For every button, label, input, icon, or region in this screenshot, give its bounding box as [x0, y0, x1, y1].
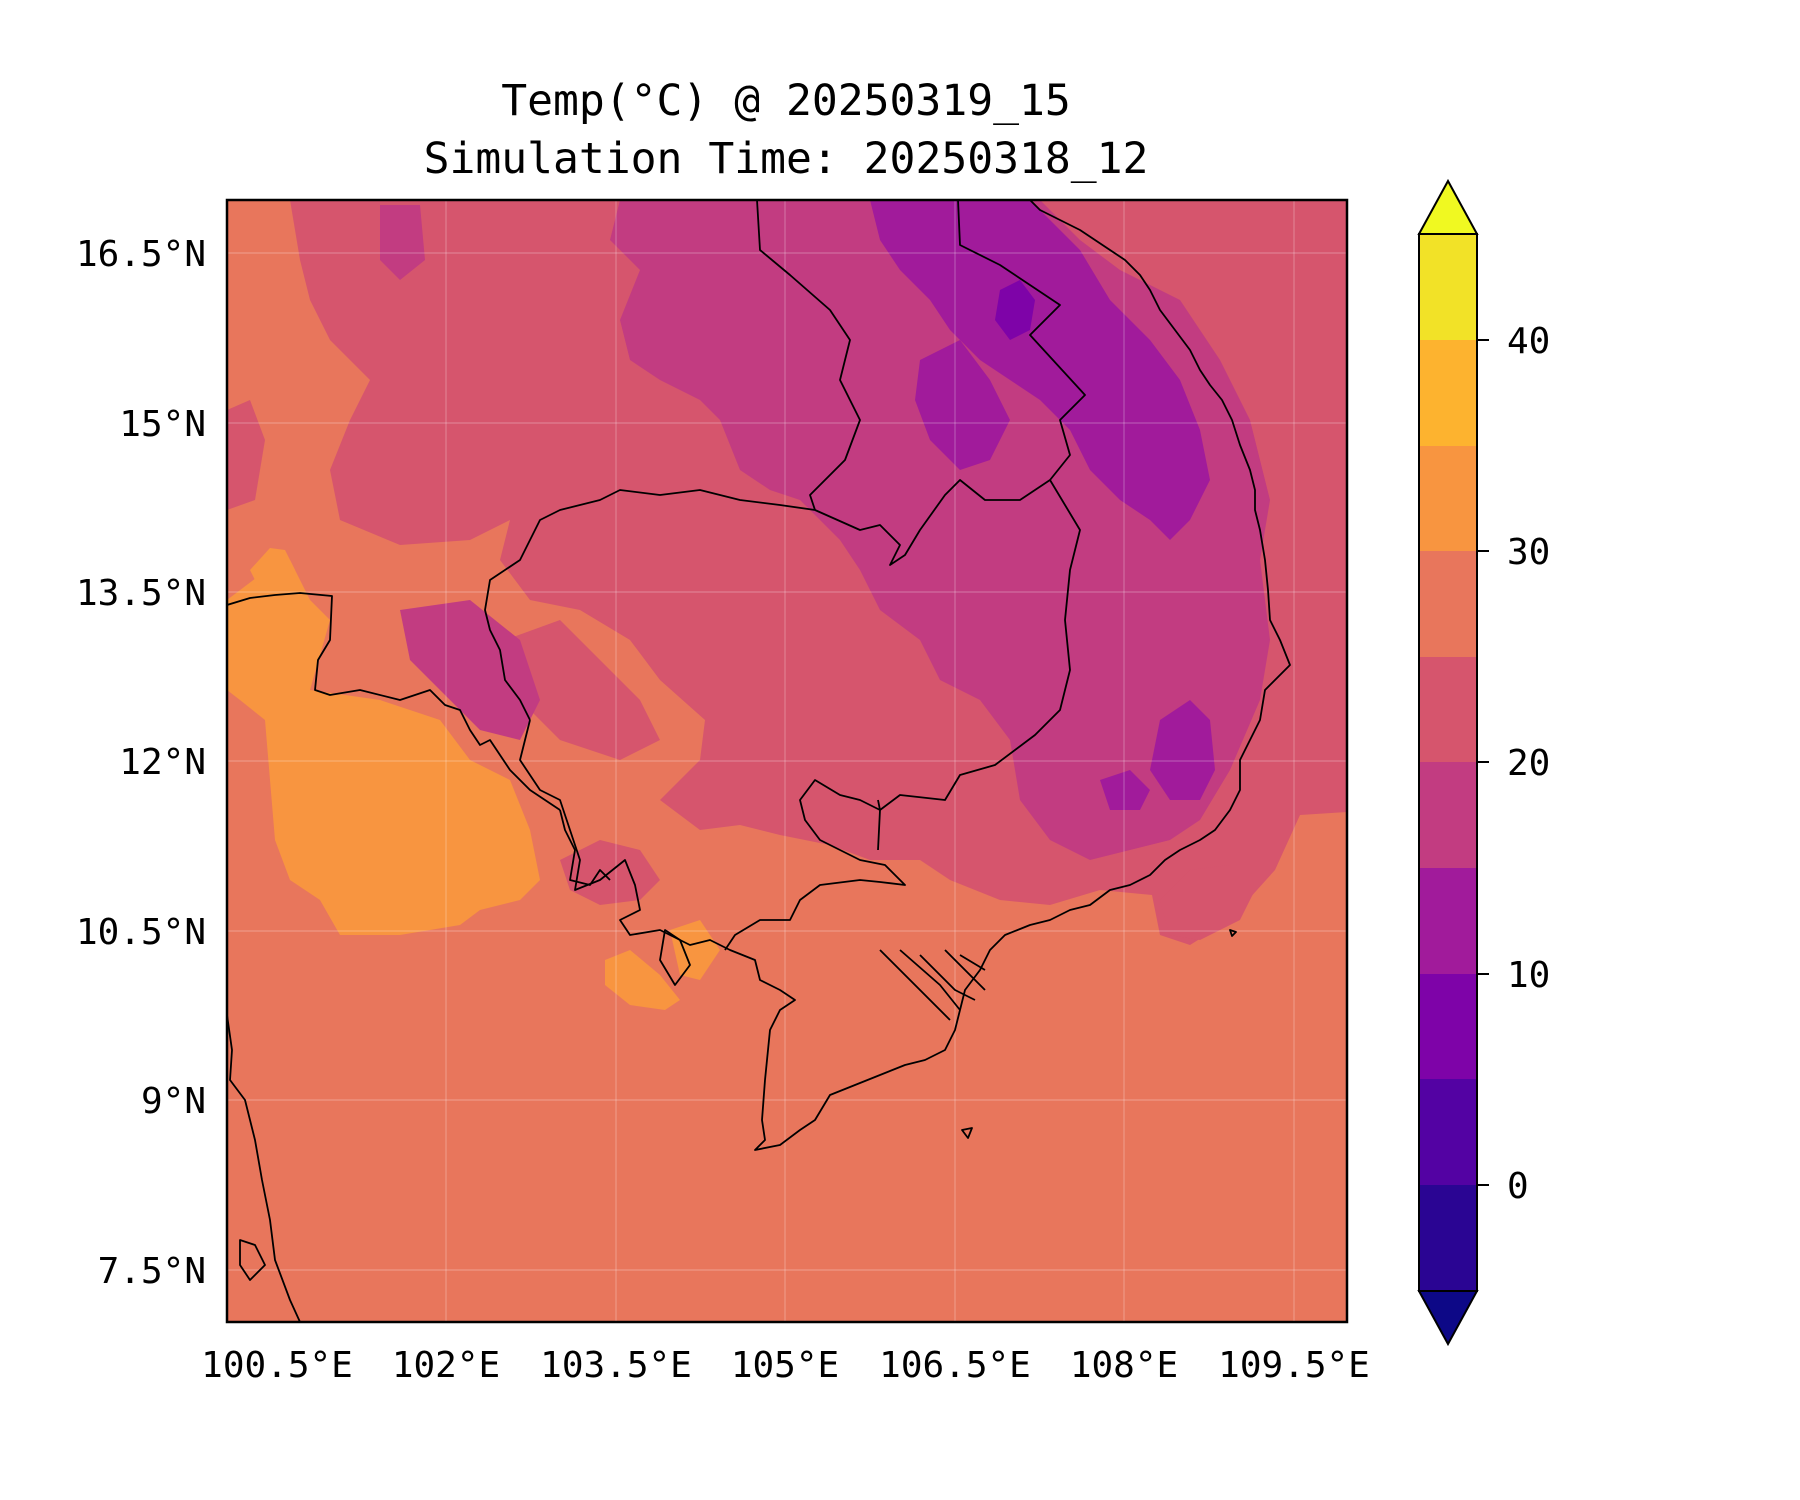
temperature-field-15-20-west: [400, 600, 540, 740]
border-cambodia-vietnam-south: [724, 779, 906, 951]
border-laos-vietnam: [877, 200, 1086, 851]
colorbar-segment: [1419, 551, 1477, 657]
colorbar-segment: [1419, 340, 1477, 446]
colorbar-segment: [1419, 657, 1477, 762]
coast-thailand-west: [227, 592, 561, 811]
temperature-field-20-25-west: [227, 400, 265, 510]
temperature-field-30-35-coast: [605, 950, 680, 1010]
colorbar-segment: [1419, 446, 1477, 551]
island-phu-quoc: [659, 929, 691, 986]
lon-tick-label: 100.5°E: [201, 1345, 353, 1386]
border-thailand-cambodia: [484, 489, 816, 721]
colorbar-tick-label: 0: [1507, 1166, 1529, 1207]
map-frame: [225, 198, 1349, 1324]
temperature-field-15-20-northwest: [380, 205, 425, 280]
colorbar: 40 30 20 10 0: [1417, 178, 1550, 1347]
border-laos-thailand: [756, 200, 861, 511]
coast-malay-peninsula: [227, 1014, 301, 1322]
coastlines-borders: [227, 200, 1291, 1322]
lat-tick-label: 10.5°N: [76, 912, 206, 953]
temperature-field-30-35-west-gulf: [227, 560, 540, 935]
island-cham: [1229, 929, 1237, 937]
lon-tick-label: 103.5°E: [540, 1345, 692, 1386]
lat-tick-label: 15°N: [119, 404, 206, 445]
lon-tick-label: 108°E: [1070, 1345, 1178, 1386]
colorbar-tick-label: 20: [1507, 743, 1550, 784]
lat-tick-label: 13.5°N: [76, 573, 206, 614]
title-line-2: Simulation Time: 20250318_12: [424, 134, 1149, 184]
colorbar-segment: [1419, 868, 1477, 974]
temperature-field-10-15-plateau: [1150, 700, 1215, 800]
colorbar-tick-label: 10: [1507, 955, 1550, 996]
temperature-field-30-35-north-patch: [250, 548, 295, 590]
colorbar-under-arrow: [1417, 1290, 1479, 1347]
title-line-1: Temp(°C) @ 20250319_15: [501, 76, 1071, 126]
colorbar-over-arrow: [1417, 178, 1479, 235]
map-panel: [227, 200, 1347, 1322]
temperature-field-20-25-tonle-sap: [505, 620, 660, 760]
lat-tick-label: 7.5°N: [98, 1251, 206, 1292]
temperature-field-30-35-phu-quoc: [670, 920, 720, 980]
coast-malay-island: [239, 1239, 266, 1281]
temperature-field-10-15: [870, 200, 1210, 540]
colorbar-segment: [1419, 974, 1477, 1079]
colorbar-segment: [1419, 762, 1477, 868]
lat-tick-label: 9°N: [141, 1081, 206, 1122]
colorbar-segment: [1419, 234, 1477, 340]
lon-tick-label: 106.5°E: [879, 1345, 1031, 1386]
coast-cambodia-vietnam: [519, 200, 1291, 1151]
mekong-delta-channels: [879, 949, 986, 1021]
lat-tick-label: 12°N: [119, 742, 206, 783]
island-con-dao: [961, 1127, 973, 1139]
border-cambodia-north: [814, 479, 1051, 566]
temperature-field-5-10: [995, 280, 1035, 340]
lon-tick-label: 105°E: [731, 1345, 839, 1386]
latitude-axis: 16.5°N 15°N 13.5°N 12°N 10.5°N 9°N 7.5°N: [76, 234, 206, 1292]
lat-tick-label: 16.5°N: [76, 234, 206, 275]
colorbar-segment: [1419, 1079, 1477, 1185]
colorbar-tick-label: 40: [1507, 321, 1550, 362]
lon-tick-label: 102°E: [392, 1345, 500, 1386]
lon-tick-label: 109.5°E: [1218, 1345, 1370, 1386]
temperature-field-10-15-central: [915, 340, 1010, 470]
gridlines: [227, 200, 1347, 1322]
colorbar-segment: [1419, 1185, 1477, 1291]
temperature-field-20-25-gulf: [1160, 865, 1260, 940]
coast-gulf-north: [559, 809, 611, 886]
colorbar-tick-label: 30: [1507, 532, 1550, 573]
temperature-field-10-15-south: [1100, 770, 1150, 810]
longitude-axis: 100.5°E 102°E 103.5°E 105°E 106.5°E 108°…: [201, 1345, 1370, 1386]
